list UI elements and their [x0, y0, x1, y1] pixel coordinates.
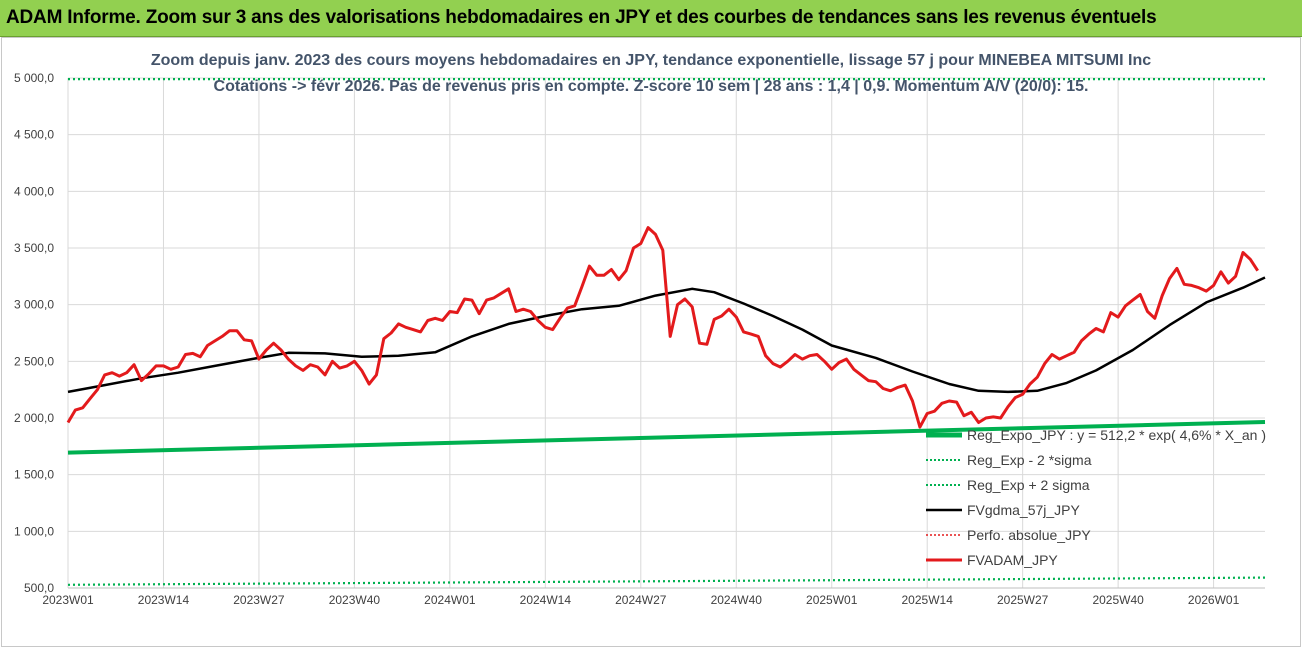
- legend-label: Reg_Expo_JPY : y = 512,2 * exp( 4,6% * X…: [967, 427, 1266, 443]
- x-tick-label: 2025W01: [806, 593, 858, 607]
- x-tick-label: 2025W14: [902, 593, 954, 607]
- x-tick-label: 2025W40: [1092, 593, 1144, 607]
- y-tick-label: 5 000,0: [14, 71, 54, 85]
- legend-label: FVADAM_JPY: [967, 552, 1058, 568]
- series-fvadam: [66, 226, 1259, 429]
- x-tick-label: 2026W01: [1188, 593, 1240, 607]
- x-tick-label: 2024W14: [520, 593, 572, 607]
- y-tick-label: 2 500,0: [14, 354, 54, 368]
- series-group: [66, 78, 1266, 586]
- x-tick-label: 2024W01: [424, 593, 476, 607]
- x-tick-label: 2024W40: [711, 593, 763, 607]
- series-reg-expo: [67, 420, 1266, 455]
- legend-label: Reg_Exp + 2 sigma: [967, 477, 1090, 493]
- legend: Reg_Expo_JPY : y = 512,2 * exp( 4,6% * X…: [926, 427, 1266, 568]
- y-tick-label: 500,0: [24, 581, 54, 595]
- chart-title-line-1: Zoom depuis janv. 2023 des cours moyens …: [150, 52, 1152, 69]
- x-tick-label: 2023W40: [329, 593, 381, 607]
- x-tick-label: 2023W01: [42, 593, 94, 607]
- y-axis: 500,0 1 000,0 1 500,0 2 000,0 2 500,0 3 000,0…: [14, 71, 54, 595]
- y-tick-label: 1 000,0: [14, 524, 54, 538]
- header-banner: ADAM Informe. Zoom sur 3 ans des valoris…: [0, 0, 1302, 37]
- y-tick-label: 4 500,0: [14, 128, 54, 142]
- banner-title: ADAM Informe. Zoom sur 3 ans des valoris…: [6, 7, 1157, 28]
- x-tick-label: 2023W27: [233, 593, 285, 607]
- y-tick-label: 4 000,0: [14, 184, 54, 198]
- grid-lines: [67, 77, 1265, 589]
- x-tick-label: 2023W14: [138, 593, 190, 607]
- x-tick-label: 2024W27: [615, 593, 667, 607]
- y-tick-label: 3 500,0: [14, 241, 54, 255]
- y-tick-label: 3 000,0: [14, 298, 54, 312]
- y-tick-label: 2 000,0: [14, 411, 54, 425]
- legend-label: FVgdma_57j_JPY: [967, 502, 1081, 518]
- chart-title-line-2: Cotations -> févr 2026. Pas de revenus p…: [213, 78, 1089, 95]
- series-reg-minus-2sigma: [67, 576, 1266, 586]
- x-axis: 2023W01 2023W14 2023W27 2023W40 2024W01 2024W…: [42, 587, 1265, 607]
- y-tick-label: 1 500,0: [14, 468, 54, 482]
- chart-area: [1, 37, 1301, 647]
- x-tick-label: 2025W27: [997, 593, 1049, 607]
- legend-label: Reg_Exp - 2 *sigma: [967, 452, 1092, 468]
- legend-label: Perfo. absolue_JPY: [967, 527, 1091, 543]
